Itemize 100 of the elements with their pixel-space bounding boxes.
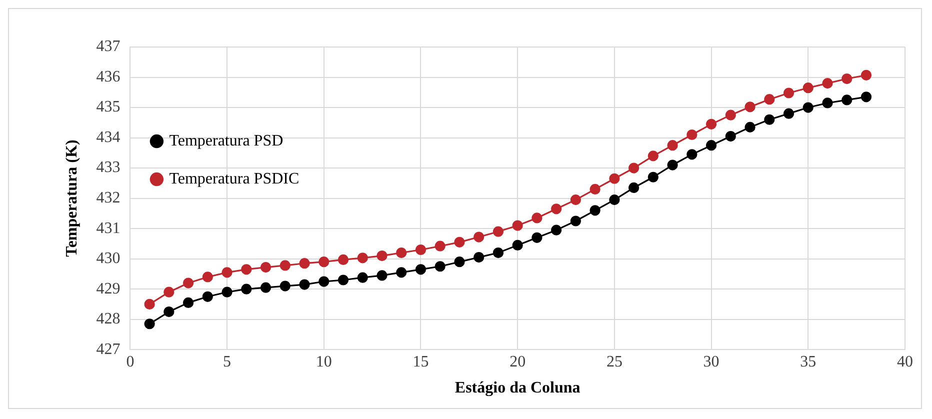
point	[822, 98, 833, 108]
point	[492, 247, 504, 258]
y-tick-label: 430	[96, 250, 120, 268]
point	[299, 258, 310, 269]
x-tick-label: 10	[316, 353, 332, 370]
point	[822, 78, 833, 89]
y-tick-label: 437	[96, 38, 120, 56]
y-tick-label: 429	[96, 280, 120, 298]
point	[299, 279, 310, 290]
point	[357, 252, 368, 264]
point	[280, 260, 290, 271]
point	[764, 94, 775, 105]
point	[241, 284, 252, 294]
point	[590, 184, 600, 195]
point	[842, 73, 852, 84]
y-tick-label: 433	[96, 159, 120, 176]
point	[183, 278, 194, 288]
point	[376, 270, 388, 281]
point	[415, 264, 426, 275]
point	[686, 149, 698, 160]
point	[222, 267, 232, 278]
x-tick-label: 25	[606, 353, 622, 370]
point	[144, 318, 155, 330]
point	[318, 256, 330, 268]
point	[202, 291, 213, 302]
y-tick-label: 435	[96, 98, 120, 116]
point	[551, 224, 562, 236]
point	[318, 276, 330, 287]
legend-label: Temperatura PSD	[169, 132, 284, 150]
legend-label: Temperatura PSDIC	[169, 170, 300, 188]
point	[686, 129, 698, 140]
point	[628, 162, 640, 174]
point	[532, 232, 542, 243]
point	[802, 102, 814, 113]
point	[396, 247, 407, 258]
point	[222, 286, 232, 298]
y-tick-label: 432	[96, 190, 120, 207]
point	[860, 92, 872, 102]
point	[376, 250, 388, 262]
point	[609, 194, 620, 206]
x-tick-label: 0	[126, 353, 134, 370]
point	[667, 140, 678, 151]
point	[280, 280, 290, 292]
point	[415, 244, 426, 256]
point	[725, 110, 736, 120]
y-tick-label: 431	[96, 220, 120, 237]
x-axis-title: Estágio da Coluna	[454, 380, 580, 397]
point	[590, 205, 600, 216]
y-tick-label: 434	[96, 128, 120, 146]
point	[842, 94, 852, 106]
point	[434, 240, 446, 252]
point	[628, 182, 640, 194]
point	[512, 240, 523, 251]
x-tick-label: 15	[412, 353, 429, 370]
point	[667, 160, 678, 170]
point	[570, 216, 582, 226]
x-tick-label: 5	[223, 353, 232, 370]
point	[764, 114, 775, 125]
point	[202, 272, 213, 282]
point	[434, 261, 446, 272]
point	[454, 236, 465, 248]
x-tick-label: 35	[800, 353, 816, 370]
point	[725, 130, 736, 142]
y-tick-label: 428	[96, 310, 120, 328]
point	[744, 102, 756, 112]
point	[183, 297, 194, 308]
y-axis-title: Temperatura (K)	[64, 140, 81, 257]
point	[260, 262, 272, 273]
point	[474, 252, 484, 263]
point	[609, 173, 620, 184]
point	[648, 172, 658, 182]
point	[551, 204, 562, 214]
point	[706, 140, 717, 151]
y-tick-label: 436	[96, 68, 120, 86]
point	[492, 226, 504, 237]
point	[338, 254, 349, 266]
x-tick-label: 20	[510, 353, 526, 370]
point	[164, 306, 174, 318]
point	[532, 212, 542, 224]
point	[783, 88, 794, 98]
point	[474, 232, 484, 242]
point	[783, 108, 794, 119]
point	[241, 264, 252, 275]
point	[802, 82, 814, 94]
point	[260, 282, 272, 293]
point	[744, 122, 756, 132]
point	[570, 194, 582, 206]
y-tick-label: 427	[96, 340, 120, 358]
point	[396, 267, 407, 278]
point	[338, 274, 349, 286]
point	[164, 286, 174, 298]
x-tick-label: 40	[897, 353, 913, 370]
point	[860, 70, 872, 80]
point	[357, 272, 368, 283]
point	[454, 256, 465, 268]
point	[648, 150, 658, 162]
x-tick-label: 30	[703, 353, 720, 370]
point	[706, 118, 717, 130]
point	[512, 220, 523, 231]
point	[144, 298, 155, 310]
